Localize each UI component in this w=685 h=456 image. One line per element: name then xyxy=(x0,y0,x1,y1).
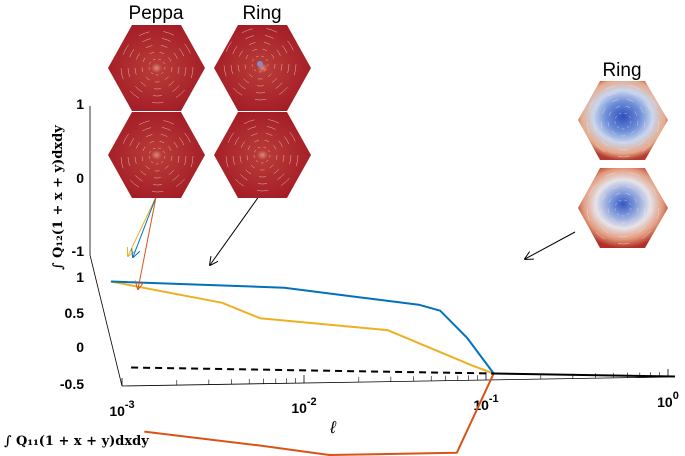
y-tick-label: 1 xyxy=(76,269,84,285)
x-tick-label: 10-2 xyxy=(291,396,316,416)
series-group xyxy=(110,280,676,456)
series-line-yellow xyxy=(110,280,495,375)
director-field-swirls xyxy=(120,28,660,245)
inset-peppa xyxy=(108,25,205,198)
y-tick-label: -0.5 xyxy=(60,376,84,392)
hexagon-ring-bottom xyxy=(214,112,311,198)
hexagon-ring-top xyxy=(214,25,311,111)
arrow-black-left xyxy=(210,191,263,265)
y-axis-label: ∫ Q₁₁(1 + x + y)dxdy xyxy=(4,434,149,449)
z-tick-label: -1 xyxy=(72,243,85,259)
x-axis-line xyxy=(121,376,669,387)
x-axis-label: ℓ xyxy=(329,418,336,437)
z-tick-label: 1 xyxy=(76,96,84,112)
series-line-blue xyxy=(110,280,495,375)
z-tick-label: 0 xyxy=(76,170,84,186)
arrow-yellow xyxy=(128,196,157,256)
z-tick-labels: 1 0 -1 xyxy=(72,96,85,259)
x-minor-ticks xyxy=(121,369,669,386)
annotation-arrows xyxy=(128,191,576,289)
y-tick-label: 0 xyxy=(76,339,84,355)
hexagon-peppa-bottom xyxy=(108,112,205,198)
x-tick-labels: 10-3 10-2 10-1 100 xyxy=(109,390,679,419)
hexagon-ring-right-top xyxy=(578,81,668,160)
y-tick-labels: 1 0.5 0 -0.5 xyxy=(60,269,84,392)
arrow-red xyxy=(138,196,157,289)
inset-label-ring-right: Ring xyxy=(602,60,641,81)
series-line-red xyxy=(144,373,495,456)
x-tick-label: 100 xyxy=(657,390,679,410)
inset-ring-left xyxy=(214,25,311,198)
ring-core xyxy=(257,61,263,67)
arrow-blue xyxy=(133,196,157,257)
x-tick-label: 10-3 xyxy=(109,399,134,419)
arrow-black-right xyxy=(525,231,576,259)
series-line-solid xyxy=(493,372,676,378)
y-axis-line xyxy=(89,254,123,387)
z-axis-label: ∫ Q₁₂(1 + x + y)dxdy xyxy=(51,125,66,270)
inset-ring-right xyxy=(578,81,668,248)
series-line-dashed xyxy=(131,366,494,375)
axes-frame xyxy=(89,106,669,387)
inset-label-peppa: Peppa xyxy=(129,3,184,24)
hexagon-ring-right-bottom xyxy=(578,168,668,248)
hexagon-peppa-top xyxy=(108,25,205,111)
y-tick-label: 0.5 xyxy=(65,305,85,321)
inset-label-ring: Ring xyxy=(242,3,281,24)
